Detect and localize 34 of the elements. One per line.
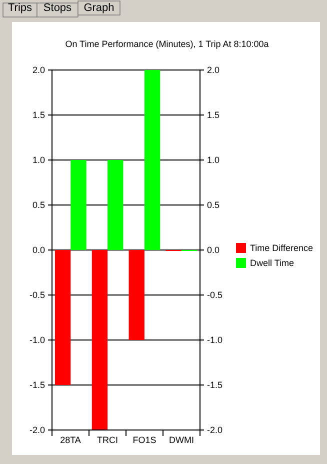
y-tick-label: -0.5 bbox=[29, 290, 45, 300]
bar bbox=[70, 160, 86, 250]
y2-tick-label: -1.5 bbox=[207, 380, 223, 390]
y2-tick-label: 2.0 bbox=[207, 65, 220, 76]
text: Stops bbox=[43, 2, 72, 14]
bar bbox=[92, 250, 108, 430]
legend-label: Dwell Time bbox=[250, 258, 294, 268]
y2-tick-label: 0.5 bbox=[207, 200, 220, 210]
y2-tick-label: -0.5 bbox=[207, 290, 223, 300]
x-tick-label: FO1S bbox=[132, 435, 156, 445]
y-tick-label: -1.0 bbox=[29, 335, 45, 346]
y2-tick-label: -1.0 bbox=[207, 335, 223, 346]
y2-tick-label: -2.0 bbox=[207, 425, 223, 436]
y2-tick-label: 1.0 bbox=[207, 155, 220, 166]
y-tick-label: 0.5 bbox=[32, 200, 45, 210]
y-tick-label: -2.0 bbox=[29, 425, 45, 436]
y-tick-label: 1.5 bbox=[32, 110, 45, 120]
y2-tick-label: 0.0 bbox=[207, 245, 220, 256]
y-tick-label: 0.0 bbox=[32, 245, 45, 256]
bar bbox=[108, 160, 124, 250]
y2-tick-label: 1.5 bbox=[207, 110, 220, 120]
y-tick-label: 2.0 bbox=[32, 65, 45, 76]
text: Trips bbox=[8, 2, 33, 14]
y-tick-label: 1.0 bbox=[32, 155, 45, 166]
y-tick-label: -1.5 bbox=[29, 380, 45, 390]
bar bbox=[144, 70, 160, 250]
x-tick-label: DWMI bbox=[169, 435, 194, 445]
bar bbox=[54, 250, 71, 385]
bar bbox=[128, 250, 144, 340]
x-tick-label: 28TA bbox=[60, 435, 81, 445]
chart-title: On Time Performance (Minutes), 1 Trip At 8:10:00a bbox=[65, 39, 269, 49]
text: Graph bbox=[84, 2, 114, 14]
legend-label: Time Difference bbox=[250, 243, 314, 254]
x-tick-label: TRCI bbox=[97, 435, 118, 445]
